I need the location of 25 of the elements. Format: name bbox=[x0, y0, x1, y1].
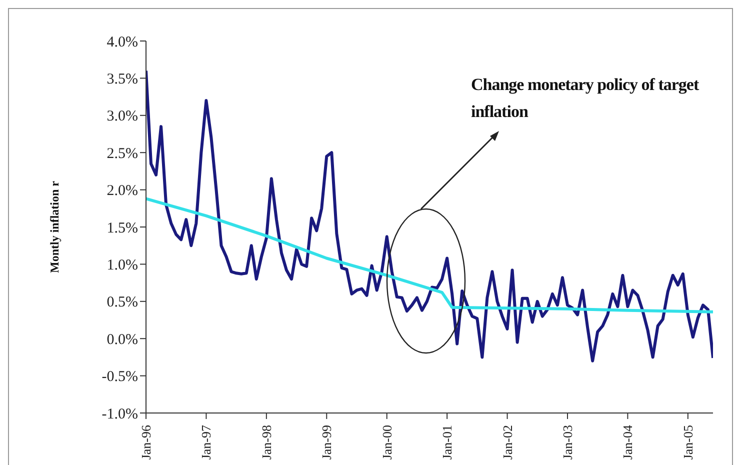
x-tick-label: Jan-03 bbox=[560, 425, 575, 460]
x-tick-label: Jan-02 bbox=[500, 425, 515, 460]
x-tick-label: Jan-98 bbox=[258, 425, 274, 460]
y-tick-label: 3.5% bbox=[106, 72, 138, 88]
line-series bbox=[146, 69, 713, 362]
x-tick-label: Jan-04 bbox=[620, 424, 636, 460]
y-tick-label: 1.0% bbox=[106, 258, 138, 274]
y-axis-title: Montly inflation r bbox=[47, 180, 62, 273]
y-tick-label: 3.0% bbox=[106, 108, 138, 125]
x-tick-label: Jan-97 bbox=[198, 424, 214, 460]
line-series bbox=[146, 197, 713, 314]
x-tick-label: Jan-00 bbox=[379, 425, 394, 460]
annotation: Change monetary policy of target inflation bbox=[471, 74, 700, 123]
y-tick-label: 2.5% bbox=[106, 146, 138, 162]
x-tick-label: Jan-99 bbox=[319, 425, 334, 460]
y-tick-label: -0.5% bbox=[102, 369, 138, 386]
y-tick-label: 0.5% bbox=[106, 294, 138, 311]
y-tick-label: 0.0% bbox=[106, 332, 138, 348]
y-tick-label: 1.5% bbox=[106, 220, 138, 236]
x-tick-label: Jan-05 bbox=[680, 425, 696, 460]
y-tick-label: 2.0% bbox=[106, 183, 138, 200]
y-tick-label: 4.0% bbox=[106, 34, 138, 50]
x-tick-label: Jan-01 bbox=[440, 425, 455, 460]
y-tick-label: -1.0% bbox=[102, 406, 138, 422]
x-tick-label: Jan-96 bbox=[138, 424, 154, 460]
